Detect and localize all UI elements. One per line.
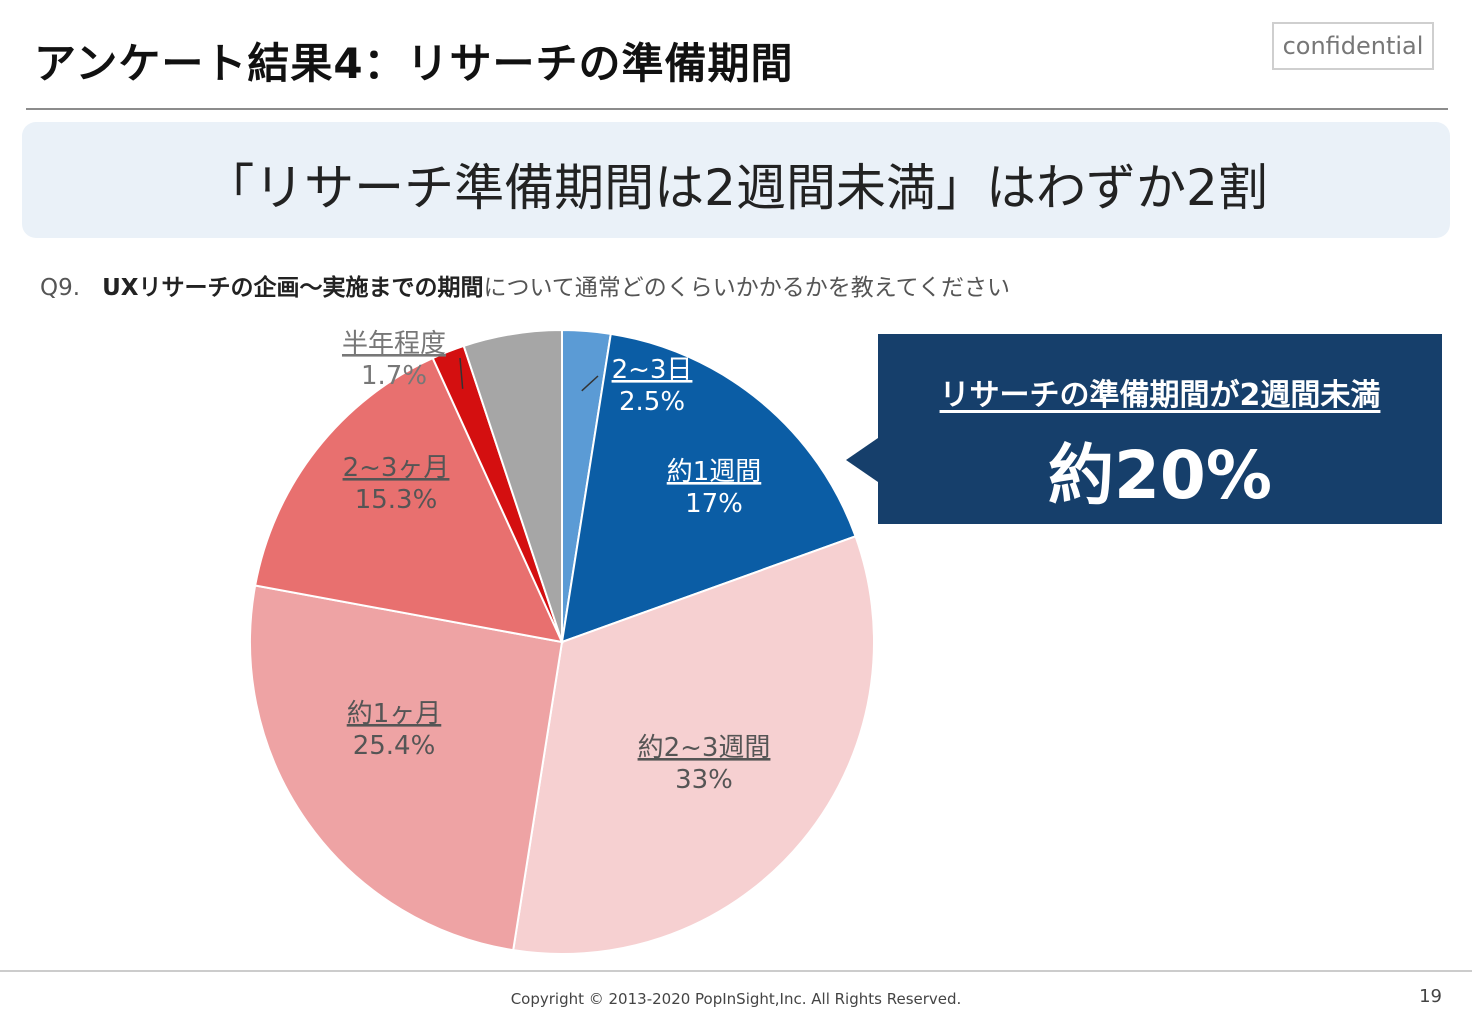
slice-value-label: 2.5% [619, 387, 685, 417]
pie-slices [249, 328, 875, 955]
copyright-text: Copyright © 2013-2020 PopInSight,Inc. Al… [510, 990, 962, 1008]
slice-value-label: 33% [675, 765, 733, 795]
slice-value-label: 25.4% [353, 731, 436, 761]
slice-value-label: 15.3% [355, 485, 438, 515]
pie-slice [560, 332, 857, 644]
slice-value-label: 17% [685, 489, 743, 519]
slice-name-label: 2~3ヶ月 [343, 453, 450, 483]
headline-text: 「リサーチ準備期間は2週間未満」はわずか2割 [204, 159, 1268, 217]
slice-value-label: 1.7% [361, 361, 427, 391]
slide-title: アンケート結果4：リサーチの準備期間 [34, 39, 794, 88]
slice-name-label: 約2~3週間 [638, 733, 771, 763]
pie-slice [249, 584, 564, 952]
leader-line [459, 357, 464, 389]
slice-name-label: 約1週間 [667, 457, 762, 487]
question-text: Q9. UXリサーチの企画～実施までの期間について通常どのくらいかかるかを教えてく… [40, 268, 1010, 302]
pie-slice [462, 328, 563, 643]
leader-line [581, 375, 599, 392]
pie-slice [512, 535, 875, 955]
callout-subtitle: リサーチの準備期間が2週間未満 [939, 378, 1381, 413]
title-divider [26, 108, 1448, 110]
question-rest: について通常どのくらいかかるかを教えてください [483, 275, 1010, 301]
question-number: Q9. [40, 275, 81, 301]
callout-value: 約20% [1048, 437, 1272, 514]
footer-divider [0, 970, 1472, 972]
headline-banner: 「リサーチ準備期間は2週間未満」はわずか2割 [22, 122, 1450, 238]
pie-slice [253, 356, 564, 644]
callout-box: リサーチの準備期間が2週間未満 約20% [846, 334, 1442, 524]
confidential-badge: confidential [1272, 22, 1434, 70]
page-number: 19 [1419, 986, 1442, 1007]
slice-name-label: 約1ヶ月 [347, 699, 442, 729]
slice-name-label: 2~3日 [612, 355, 693, 385]
slice-name-label: 半年程度 [342, 329, 446, 359]
question-emphasis: UXリサーチの企画～実施までの期間 [102, 275, 484, 301]
